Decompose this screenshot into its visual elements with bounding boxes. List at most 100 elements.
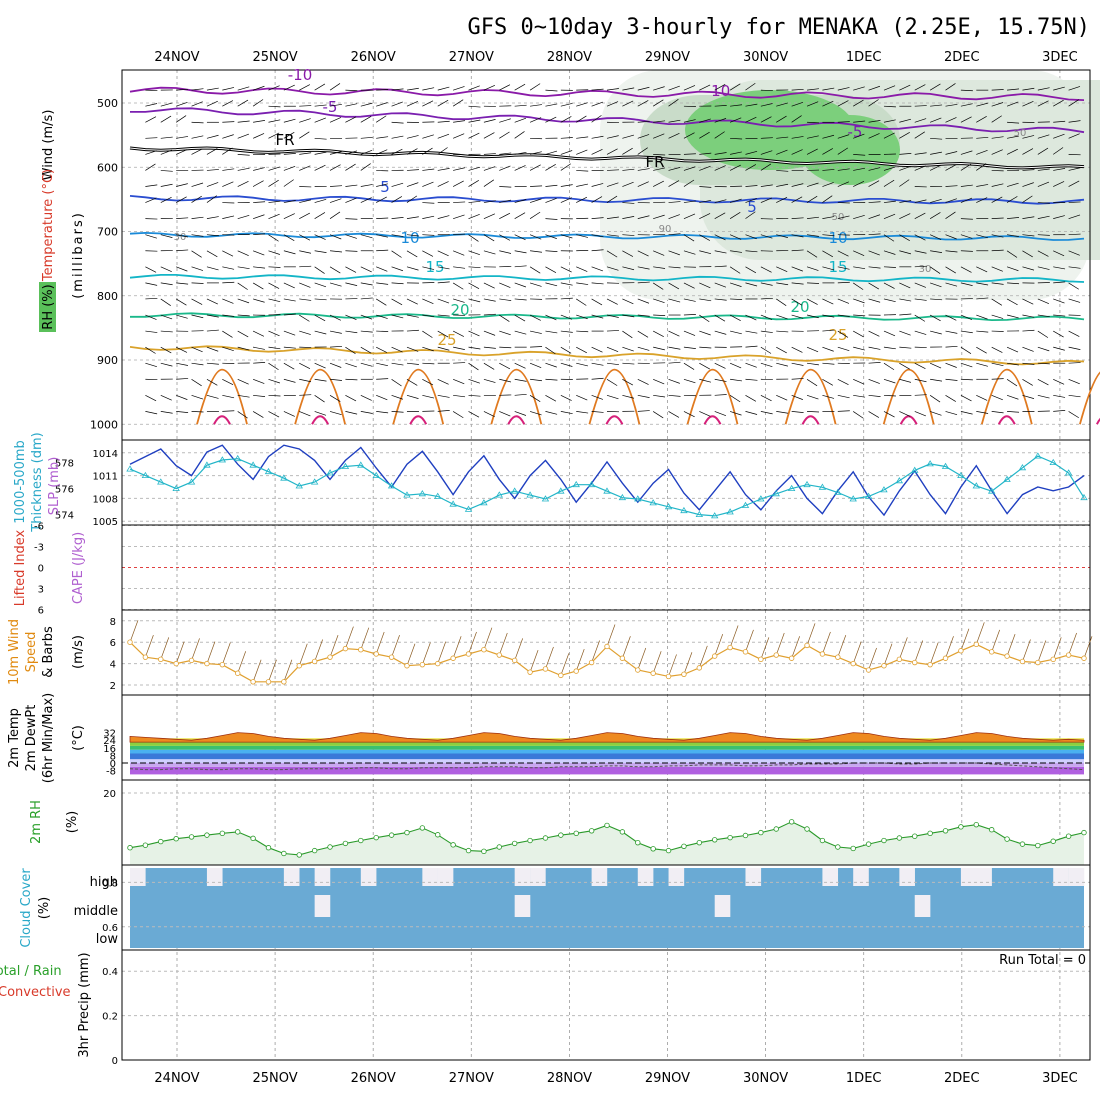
- wind-barb: [145, 234, 157, 239]
- wind-barb: [268, 234, 279, 242]
- wind-barb: [776, 362, 788, 367]
- wind-barb: [376, 411, 389, 414]
- wind-barb: [591, 377, 604, 380]
- wind10m-line-point: [896, 656, 903, 663]
- wind-barb: [1068, 266, 1081, 269]
- wind-barb: [730, 378, 743, 382]
- rh2m-line-point: [235, 829, 241, 835]
- wind-barb: [622, 234, 635, 236]
- wind-barb: [976, 346, 987, 354]
- wind-barb: [329, 164, 341, 171]
- wind-barb: [899, 153, 912, 155]
- temp-color-band: [130, 745, 1084, 750]
- wind-barb: [376, 395, 388, 401]
- wind10m-barb: [391, 635, 400, 658]
- wind-barb: [422, 266, 435, 270]
- wind-barb: [191, 148, 203, 155]
- wind10m-barb: [652, 651, 662, 674]
- wind-barb: [945, 234, 957, 240]
- wind-barb: [822, 314, 835, 318]
- wind-barb: [853, 298, 865, 304]
- wind-barb: [606, 182, 619, 187]
- wind-barb: [1053, 298, 1065, 304]
- wind-barb: [576, 314, 588, 320]
- rh-label-1: 2m RH: [29, 800, 44, 844]
- wind-barb: [176, 314, 188, 319]
- wind-barb: [1006, 395, 1019, 400]
- wind10m-barb: [991, 629, 1001, 652]
- wind-barb: [760, 395, 772, 402]
- wind-barb: [1006, 298, 1018, 306]
- wind-barb: [1022, 346, 1034, 352]
- wind-barb: [299, 118, 311, 123]
- wind-barb: [853, 120, 866, 123]
- wind-barb: [145, 137, 158, 139]
- wind-barb: [745, 211, 756, 219]
- wind-barb: [452, 282, 464, 290]
- wind-barb: [606, 216, 619, 219]
- wind-barb: [422, 362, 435, 365]
- wind-barb: [191, 314, 204, 319]
- wind-barb: [191, 88, 204, 91]
- wind-barb: [976, 102, 988, 107]
- wind10m-barb: [883, 643, 893, 666]
- wind-barb: [822, 378, 833, 386]
- date-label-top: 29NOV: [645, 50, 690, 65]
- rh2m-line-point: [988, 827, 995, 833]
- wind-barb: [960, 395, 972, 402]
- pressure-tick-label: 500: [97, 97, 118, 110]
- rh2m-line-point: [912, 833, 918, 839]
- wind10m-line-point: [665, 673, 672, 680]
- rh2m-line-point: [758, 829, 764, 836]
- wind-barb: [529, 211, 541, 219]
- wind-barb: [776, 314, 788, 320]
- wind-barb: [1068, 167, 1081, 171]
- wind-barb: [760, 346, 772, 354]
- wind10m-line-point: [1065, 652, 1072, 658]
- wind-barb: [1007, 121, 1020, 124]
- wind-barb: [283, 200, 296, 203]
- wind10m-line-point: [311, 658, 318, 665]
- wind-barb: [314, 250, 327, 253]
- wind-barb: [299, 212, 311, 219]
- wind-barb: [991, 89, 1004, 91]
- wind-barb: [637, 86, 650, 91]
- wind-barb: [329, 211, 341, 219]
- wind-barb: [868, 298, 881, 303]
- wind-barb: [791, 88, 804, 91]
- wind-barb: [945, 282, 958, 287]
- wind10m-barb: [1037, 640, 1047, 663]
- thickness-line-point: [741, 501, 750, 508]
- thickness-line-point: [372, 471, 380, 478]
- wind-barb: [868, 266, 881, 269]
- wind-barb: [868, 250, 880, 256]
- wind-barb: [437, 266, 450, 270]
- wind-barb: [729, 117, 742, 123]
- wind-barb: [437, 314, 450, 317]
- wind-barb: [868, 99, 879, 107]
- wind-barb: [406, 362, 419, 365]
- wind-barb: [653, 298, 665, 304]
- wind10m-line-point: [1081, 655, 1087, 661]
- wind-barb: [237, 330, 249, 338]
- wind10m-line-point: [1035, 659, 1041, 666]
- wind-barb: [899, 234, 910, 242]
- temp-label-4: (°C): [71, 725, 86, 751]
- wind-barb: [776, 298, 787, 306]
- wind-barb: [268, 119, 281, 123]
- wind-barb: [622, 181, 634, 187]
- wind-barb: [283, 166, 296, 171]
- wind-barb: [514, 104, 527, 107]
- wind-barb: [1037, 394, 1050, 399]
- wind-barb: [853, 154, 866, 156]
- wind-barb: [929, 395, 941, 403]
- wind-barb: [314, 104, 327, 107]
- wind-barb: [1022, 329, 1035, 332]
- wind-barb: [176, 395, 188, 400]
- wind-barb: [253, 201, 266, 203]
- wind-barb: [883, 394, 896, 397]
- wind-barb: [468, 378, 480, 384]
- wind-barb: [837, 330, 849, 338]
- wind-barb: [699, 330, 711, 336]
- date-label-bottom: 25NOV: [253, 1071, 298, 1086]
